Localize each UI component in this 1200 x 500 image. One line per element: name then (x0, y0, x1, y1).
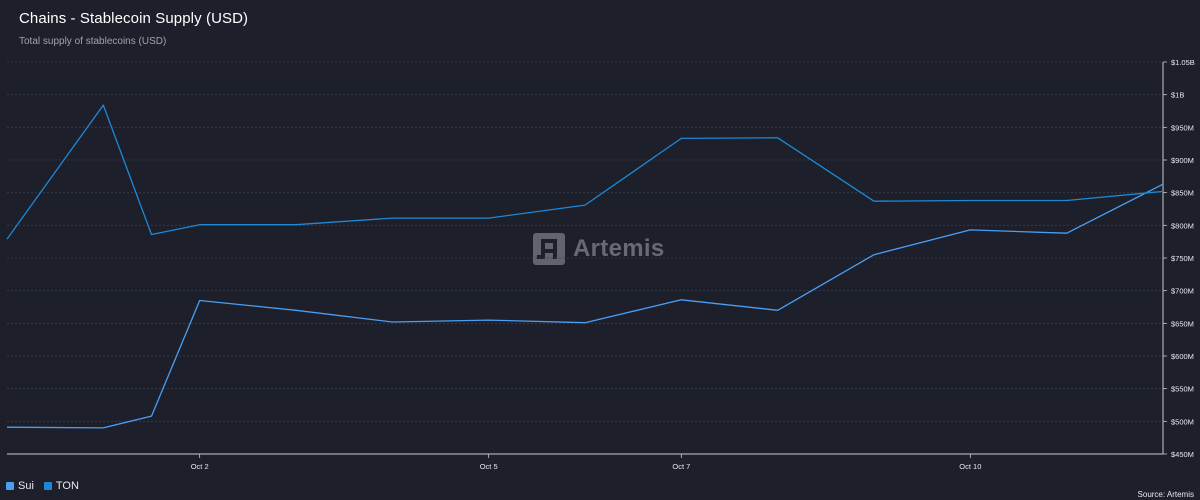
y-tick-label: $850M (1171, 189, 1194, 198)
y-tick-label: $1B (1171, 91, 1184, 100)
y-tick-label: $700M (1171, 287, 1194, 296)
legend-swatch-sui (6, 482, 14, 490)
y-tick-label: $650M (1171, 319, 1194, 328)
chart-legend: Sui TON (6, 480, 79, 492)
legend-swatch-ton (43, 482, 52, 490)
chart-subtitle: Total supply of stablecoins (USD) (19, 36, 167, 47)
grid-lines (7, 61, 1163, 422)
x-tick-label: Oct 5 (480, 462, 498, 471)
chart-title: Chains - Stablecoin Supply (USD) (19, 10, 249, 27)
legend-item-sui[interactable]: Sui (6, 480, 34, 492)
y-tick-label: $450M (1171, 450, 1194, 459)
y-tick-label: $950M (1171, 123, 1194, 132)
x-tick-label: Oct 2 (191, 462, 209, 471)
artemis-logo-icon (533, 233, 565, 265)
axes: $1.05B $1B $950M $900M $850M $800M $750M $700M $… (7, 58, 1195, 471)
legend-item-ton[interactable]: TON (43, 480, 79, 492)
y-tick-label: $750M (1171, 254, 1194, 263)
watermark-text: Artemis (573, 235, 665, 262)
y-tick-label: $500M (1171, 417, 1194, 426)
y-tick-label: $600M (1171, 352, 1194, 361)
y-tick-label: $900M (1171, 156, 1194, 165)
y-tick-label: $550M (1171, 385, 1194, 394)
legend-label-ton: TON (55, 480, 79, 492)
x-tick-label: Oct 7 (672, 462, 690, 471)
x-tick-label: Oct 10 (959, 462, 981, 471)
series-lines (6, 104, 1164, 429)
legend-label-sui: Sui (18, 480, 34, 492)
artemis-watermark: Artemis (533, 233, 664, 265)
y-tick-label: $800M (1171, 221, 1194, 230)
y-tick-label: $1.05B (1171, 58, 1195, 67)
series-line-sui[interactable] (6, 183, 1164, 429)
source-label: Source: Artemis (1137, 490, 1194, 499)
series-line-ton[interactable] (6, 104, 1164, 240)
